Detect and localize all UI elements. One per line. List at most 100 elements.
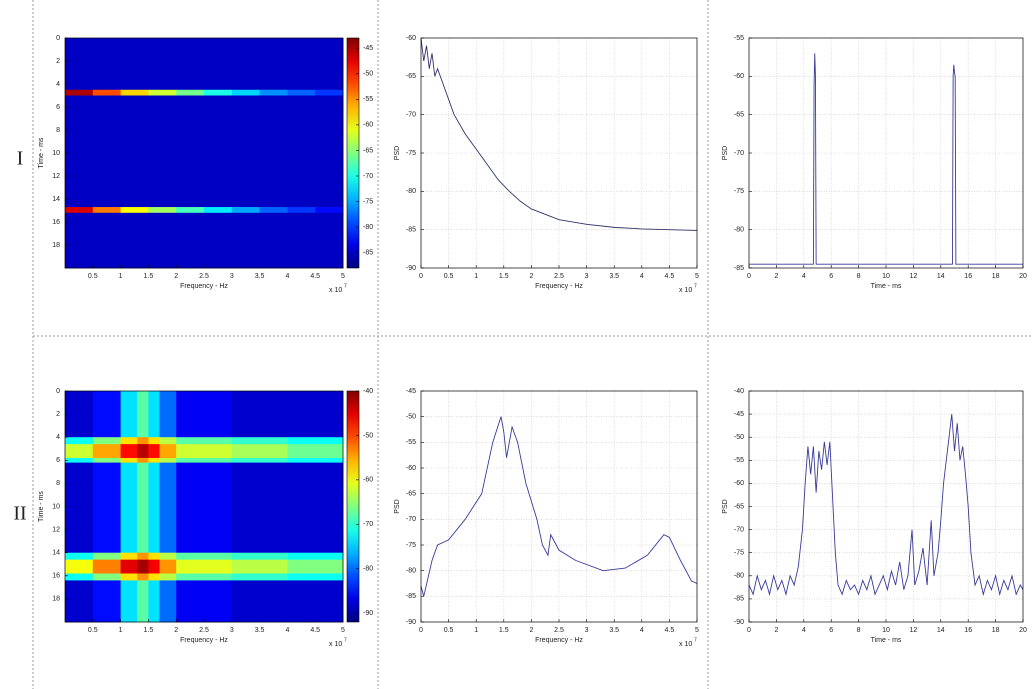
heat-cell [92,38,121,91]
x-tick-label: 4.5 [310,273,320,280]
heat-cell [287,95,316,208]
y-tick-label: -45 [734,411,744,418]
y-tick-label: -75 [406,150,416,157]
heat-cell [176,89,205,96]
x-tick-label: 12 [910,273,918,280]
x-tick-label: 6 [829,273,833,280]
x-axis-label: Frequency - Hz [180,637,228,644]
y-tick-label: 4 [56,434,60,441]
psd-line [420,37,698,231]
heat-cell [159,580,177,623]
colorbar-tick-label: -90 [363,610,373,617]
x-tick-label: 14 [937,627,945,634]
x-tick-label: 20 [1019,273,1027,280]
x-tick-label: 1.5 [499,627,509,634]
heat-cell [315,89,344,96]
heat-cell [137,559,149,574]
heat-cell [287,437,344,445]
row-label: II [13,503,26,525]
x-tick-label: 4 [802,273,806,280]
heat-cell [92,391,121,438]
x-tick-label: 2.5 [199,273,209,280]
y-axis-label: PSD [722,146,729,160]
x-scale-exponent: 7 [344,283,347,289]
heat-cell [159,559,177,574]
y-tick-label: 8 [56,480,60,487]
heat-cell [120,212,149,269]
heat-cell [204,95,233,208]
heat-cell [176,559,233,574]
heat-cell [176,391,233,438]
heat-cell [287,207,316,214]
y-tick-label: 16 [52,573,60,580]
heat-cell [120,444,138,459]
y-tick-label: 2 [56,411,60,418]
heat-cell [137,391,149,438]
heat-cell [148,391,160,438]
y-tick-label: 0 [56,35,60,42]
x-tick-label: 18 [992,627,1000,634]
heat-cell [315,95,344,208]
heat-cell [65,559,94,574]
y-tick-label: -85 [734,596,744,603]
colorbar-tick-label: -70 [363,521,373,528]
x-tick-label: 1 [119,627,123,634]
heat-cell [148,559,160,574]
heat-cell [287,559,344,574]
x-axis-label: Frequency - Hz [535,283,583,290]
heat-cell [65,38,94,91]
heat-cell [148,38,177,91]
colorbar-tick-label: -80 [363,224,373,231]
y-tick-label: -80 [734,573,744,580]
x-tick-label: 1 [474,627,478,634]
x-tick-label: 3.5 [255,273,265,280]
heat-cell [231,552,288,561]
heat-cell [176,437,233,445]
psd-line [748,414,1024,597]
heat-cell [231,573,288,581]
x-tick-label: 2.5 [554,627,564,634]
y-tick-label: 12 [52,173,60,180]
x-tick-label: 4 [802,627,806,634]
x-tick-label: 3 [230,627,234,634]
y-tick-label: -60 [406,465,416,472]
x-tick-label: 1 [474,273,478,280]
heat-cell [120,207,149,214]
x-tick-label: 0.5 [88,273,98,280]
y-tick-label: -50 [734,434,744,441]
y-tick-label: -45 [406,388,416,395]
x-tick-label: 3 [230,273,234,280]
heat-cell [231,212,260,269]
y-tick-label: -65 [734,112,744,119]
heat-cell [287,212,316,269]
heat-cell [287,580,344,623]
colorbar-tick-label: -75 [363,198,373,205]
colorbar-tick-label: -45 [363,45,373,52]
heat-cell [65,444,94,459]
heat-cell [259,212,288,269]
y-tick-label: -55 [734,457,744,464]
heat-cell [287,573,344,581]
y-tick-label: -85 [406,593,416,600]
heat-cell [176,444,233,459]
x-tick-label: 10 [882,627,890,634]
heat-cell [137,437,149,445]
y-tick-label: 14 [52,196,60,203]
heat-cell [176,580,233,623]
y-axis-label: PSD [394,146,401,160]
x-tick-label: 2 [774,273,778,280]
x-scale-exponent: 7 [694,283,697,289]
heat-cell [92,89,121,96]
heat-cell [231,580,288,623]
y-tick-label: 10 [52,503,60,510]
heat-cell [65,462,94,554]
x-scale-label: x 10 [679,641,692,648]
x-tick-label: 5 [695,627,699,634]
y-tick-label: -60 [734,73,744,80]
heat-cell [65,573,94,581]
heat-cell [204,212,233,269]
x-tick-label: 4.5 [310,627,320,634]
colorbar [346,390,360,623]
x-tick-label: 2 [774,627,778,634]
